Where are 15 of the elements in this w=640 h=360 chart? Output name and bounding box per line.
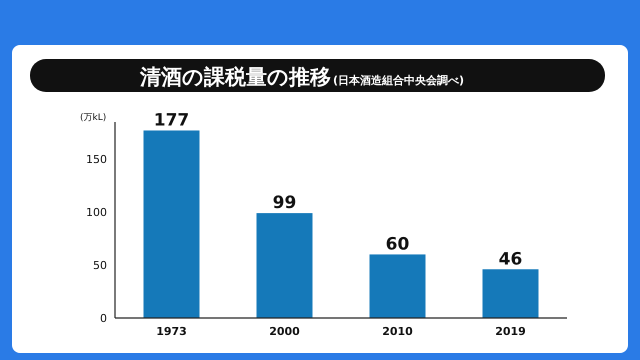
subtitle: (日本酒造組合中央会調べ) bbox=[333, 74, 464, 87]
x-tick-label: 2000 bbox=[269, 325, 300, 338]
y-tick-label: 0 bbox=[100, 312, 107, 325]
x-tick-label: 2010 bbox=[382, 325, 414, 338]
data-label: 60 bbox=[386, 234, 410, 254]
data-label: 99 bbox=[272, 193, 296, 214]
data-label: 46 bbox=[498, 249, 522, 270]
y-axis-title: (万kL) bbox=[80, 113, 106, 123]
data-label: 177 bbox=[154, 110, 190, 130]
x-tick-label: 1973 bbox=[156, 325, 187, 338]
y-tick-label: 100 bbox=[86, 206, 107, 220]
y-tick-label: 50 bbox=[93, 259, 107, 272]
x-tick-label: 2019 bbox=[495, 325, 526, 338]
y-tick-label: 150 bbox=[86, 153, 107, 166]
title: 清酒の課税量の推移 bbox=[140, 65, 331, 89]
